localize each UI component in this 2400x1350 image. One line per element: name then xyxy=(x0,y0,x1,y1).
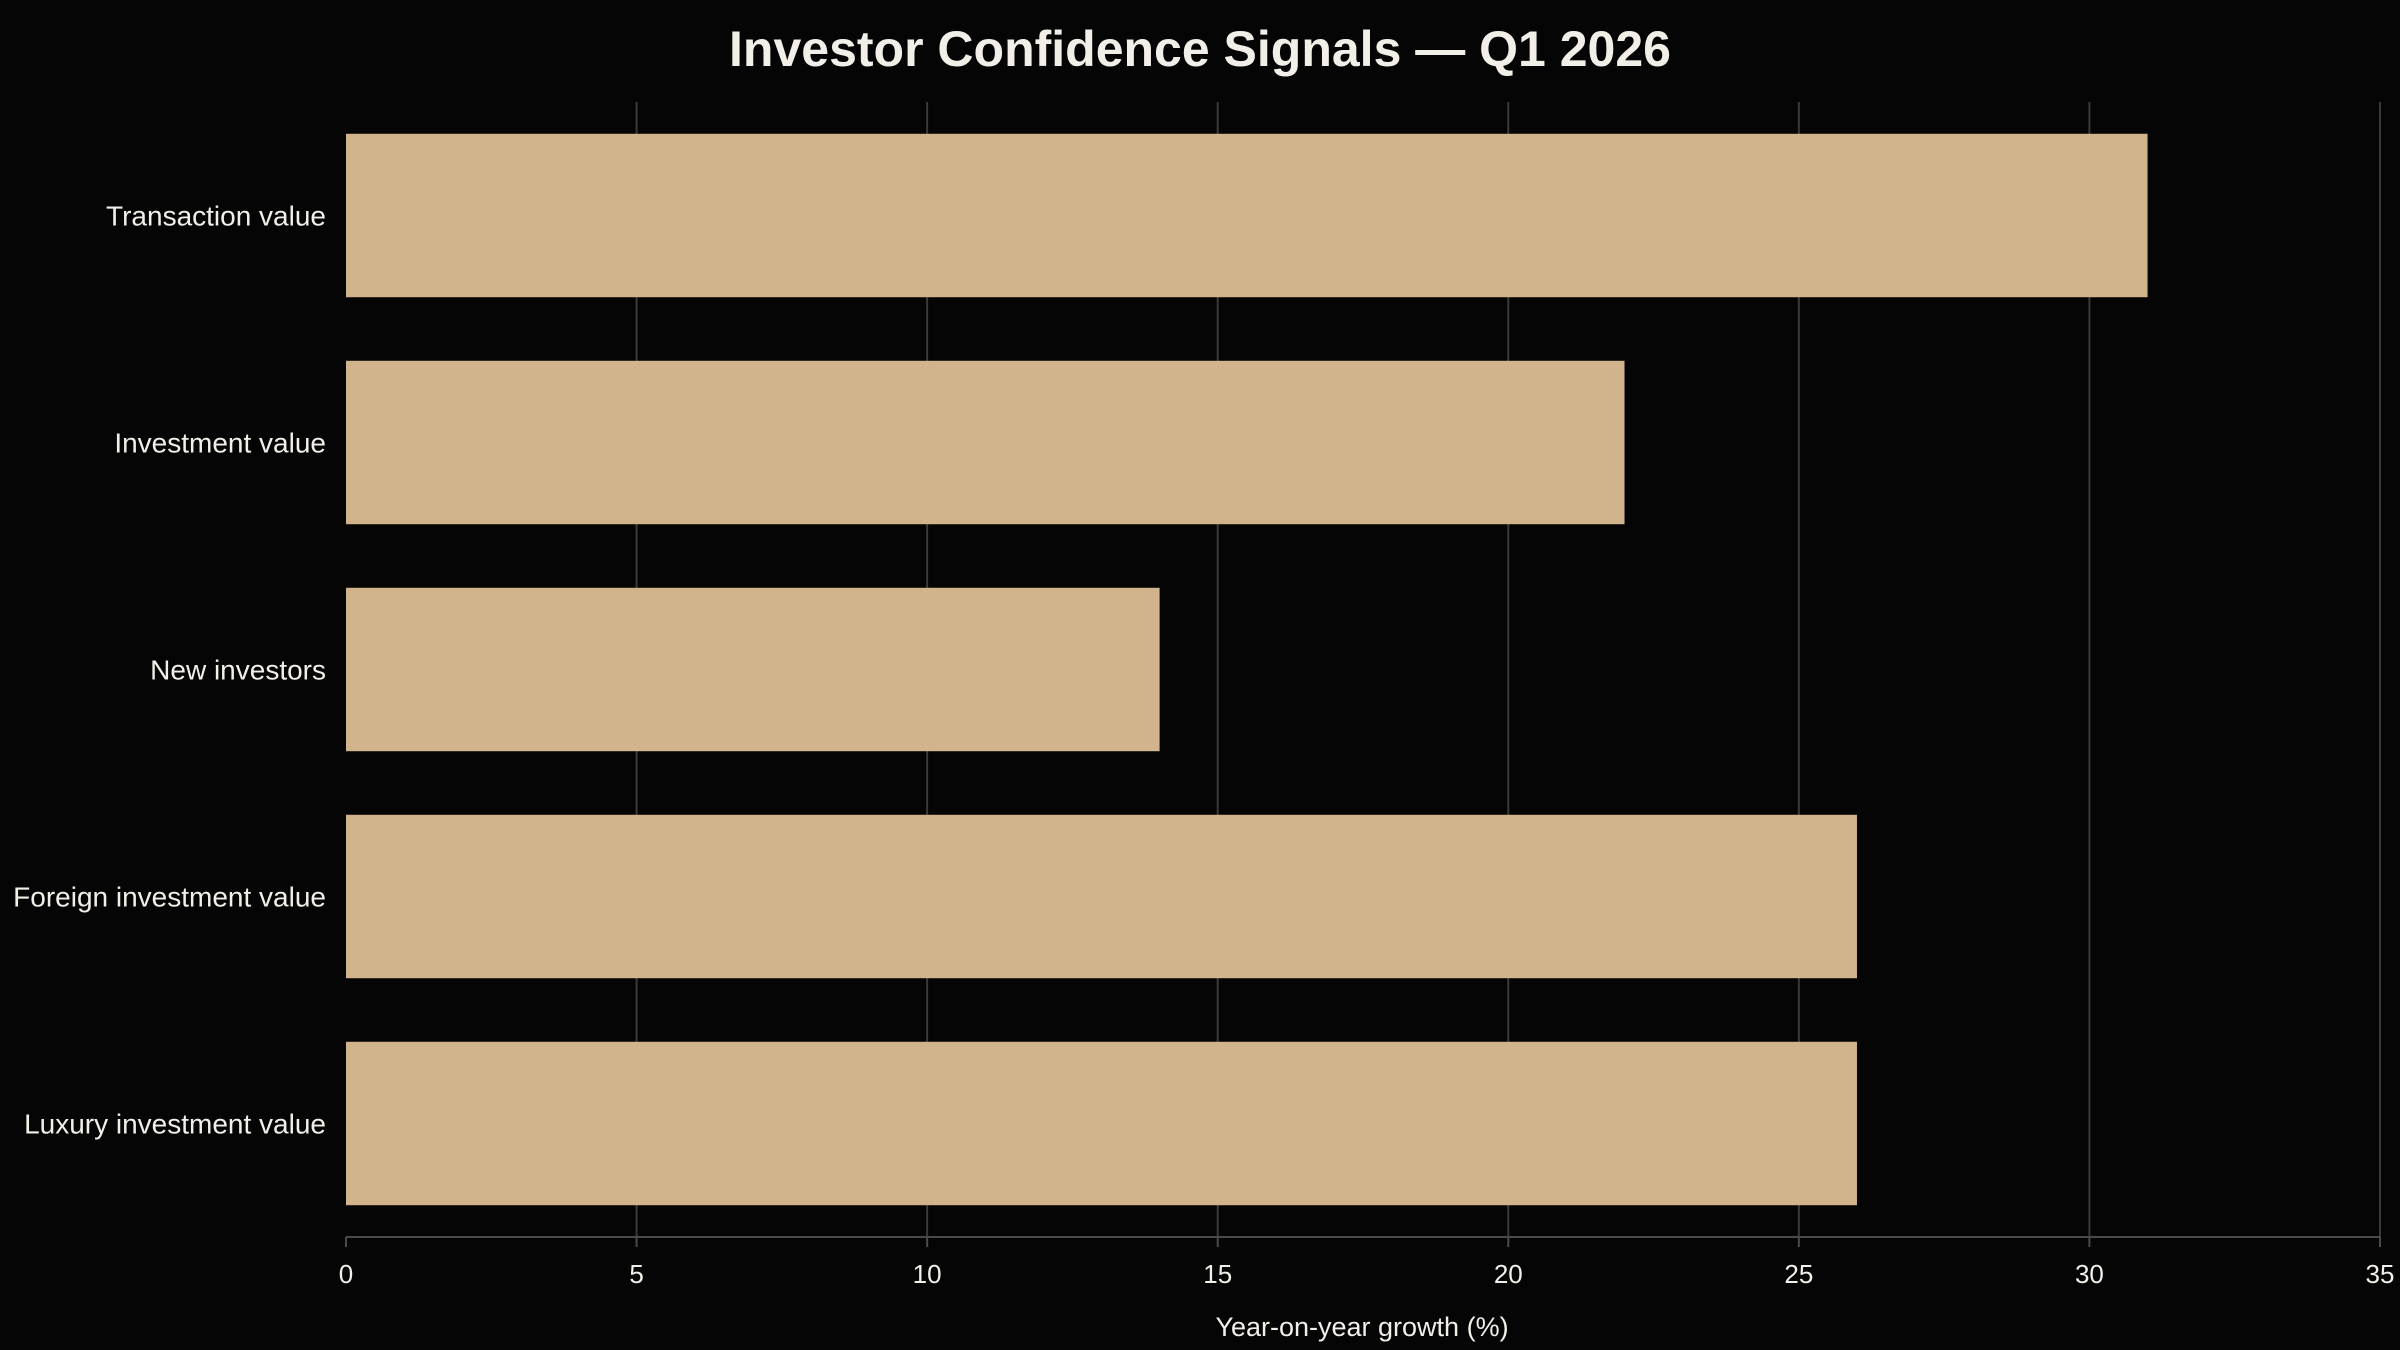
x-tick-label: 15 xyxy=(1203,1259,1232,1289)
bars xyxy=(346,133,2148,1206)
category-label: Transaction value xyxy=(106,201,326,232)
category-label: Luxury investment value xyxy=(24,1109,326,1140)
x-tick-label: 20 xyxy=(1494,1259,1523,1289)
x-axis-label: Year-on-year growth (%) xyxy=(1215,1312,1508,1342)
x-tick-label: 25 xyxy=(1784,1259,1813,1289)
category-label: Foreign investment value xyxy=(13,882,326,913)
bar-new-investors xyxy=(346,587,1160,752)
bar-luxury-investment-value xyxy=(346,1041,1857,1206)
bar-investment-value xyxy=(346,360,1625,525)
category-label: Investment value xyxy=(114,428,326,459)
bar-foreign-investment-value xyxy=(346,814,1857,979)
bar-transaction-value xyxy=(346,133,2148,298)
x-tick-label: 5 xyxy=(629,1259,643,1289)
y-axis-labels: Transaction value Investment value New inv… xyxy=(13,201,326,1140)
x-tick-label: 10 xyxy=(913,1259,942,1289)
x-tick-label: 0 xyxy=(339,1259,353,1289)
x-axis: 0 5 10 15 20 25 30 35 xyxy=(339,1236,2395,1289)
x-tick-label: 30 xyxy=(2075,1259,2104,1289)
category-label: New investors xyxy=(150,655,326,686)
x-tick-label: 35 xyxy=(2366,1259,2395,1289)
chart-title: Investor Confidence Signals — Q1 2026 xyxy=(729,21,1671,77)
